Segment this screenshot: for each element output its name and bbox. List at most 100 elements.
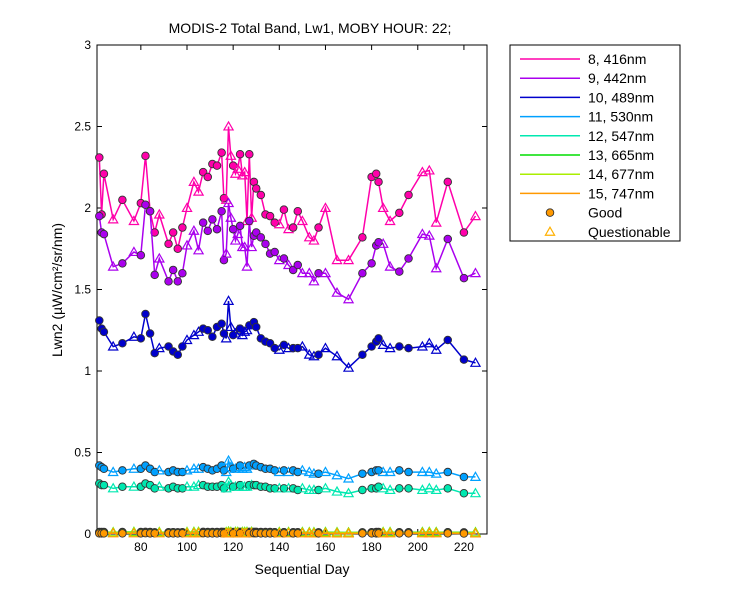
- point-questionable: [416, 228, 429, 239]
- point-good: [141, 309, 150, 319]
- point-questionable: [220, 482, 232, 493]
- point-good: [178, 223, 187, 232]
- point-questionable: [377, 527, 389, 538]
- legend-item-marker: Questionable: [544, 224, 671, 240]
- legend-label: 9, 442nm: [588, 70, 646, 86]
- point-questionable: [128, 462, 140, 473]
- point-good: [251, 322, 261, 332]
- point-questionable: [192, 244, 205, 255]
- point-good: [443, 529, 453, 538]
- point-questionable: [342, 361, 355, 372]
- point-good: [145, 329, 155, 338]
- point-questionable: [342, 487, 355, 498]
- legend-item: 9, 442nm: [520, 70, 646, 86]
- point-good: [99, 480, 109, 490]
- point-questionable: [181, 202, 193, 213]
- legend: 8, 416nm 9, 442nm 10, 489nm 11, 530nm 12, 54…: [509, 44, 681, 242]
- legend-item: 8, 416nm: [520, 51, 646, 67]
- point-good: [367, 259, 376, 268]
- legend-label: Questionable: [588, 224, 671, 240]
- legend-item: 14, 677nm: [520, 166, 654, 182]
- legend-label: 14, 677nm: [588, 166, 654, 182]
- legend-item: 15, 747nm: [520, 185, 654, 201]
- x-tick-label: 220: [454, 540, 474, 554]
- point-questionable: [128, 480, 140, 491]
- point-good: [203, 172, 213, 182]
- point-good: [459, 472, 469, 482]
- point-questionable: [469, 471, 482, 481]
- point-good: [173, 244, 183, 253]
- legend-item: 11, 530nm: [520, 109, 653, 125]
- point-questionable: [107, 213, 119, 224]
- chart-title: MODIS-2 Total Band, Lw1, MOBY HOUR: 22;: [169, 20, 452, 36]
- point-questionable: [107, 466, 119, 477]
- legend-label: 10, 489nm: [588, 89, 654, 105]
- point-good: [358, 268, 367, 278]
- y-tick-label: 2.5: [74, 120, 91, 134]
- point-questionable: [384, 484, 396, 495]
- y-tick-label: 0: [84, 527, 91, 541]
- point-good: [203, 326, 213, 335]
- point-questionable: [331, 485, 343, 496]
- point-questionable: [107, 340, 119, 351]
- point-good: [358, 485, 367, 495]
- point-good: [358, 469, 367, 478]
- point-good: [443, 467, 453, 477]
- point-questionable: [342, 293, 355, 304]
- point-questionable: [430, 484, 442, 495]
- point-good: [279, 254, 289, 263]
- point-good: [374, 334, 383, 343]
- point-good: [293, 260, 303, 270]
- point-good: [118, 482, 127, 491]
- point-good: [217, 148, 226, 157]
- point-good: [217, 319, 226, 328]
- point-questionable: [296, 527, 309, 538]
- x-tick-label: 140: [269, 540, 289, 554]
- axis-ticks: 80 100 120 140 160 180 200 220 0 0.5 1 1.5 2 2.5 3: [74, 38, 487, 554]
- legend-label: 13, 665nm: [588, 147, 654, 163]
- point-questionable: [181, 239, 193, 250]
- point-good: [99, 529, 109, 538]
- point-good: [235, 149, 245, 159]
- point-good: [118, 195, 127, 205]
- point-questionable: [222, 120, 235, 131]
- series-11-530nm: [95, 454, 482, 483]
- point-good: [168, 265, 178, 275]
- plot-frame: [96, 44, 488, 535]
- point-questionable: [181, 334, 193, 345]
- point-good: [443, 177, 453, 187]
- point-questionable: [303, 231, 315, 242]
- point-good: [404, 467, 413, 477]
- point-good: [136, 334, 146, 343]
- point-good: [256, 190, 266, 200]
- point-good: [99, 169, 109, 179]
- point-questionable: [423, 337, 435, 348]
- point-questionable: [384, 466, 396, 477]
- point-questionable: [416, 484, 429, 495]
- point-questionable: [107, 527, 119, 538]
- point-good: [279, 205, 289, 214]
- point-questionable: [319, 482, 332, 493]
- point-good: [150, 348, 159, 358]
- x-tick-label: 80: [134, 540, 148, 554]
- point-questionable: [469, 487, 482, 498]
- legend-label: Good: [588, 205, 622, 221]
- legend-label: 11, 530nm: [588, 109, 653, 125]
- point-questionable: [331, 286, 343, 297]
- point-questionable: [225, 211, 237, 222]
- legend-item: 12, 547nm: [520, 128, 654, 144]
- point-questionable: [153, 464, 165, 475]
- series-8-416nm: [95, 120, 482, 265]
- point-questionable: [153, 527, 165, 538]
- point-good: [395, 342, 404, 351]
- point-questionable: [239, 166, 251, 177]
- point-questionable: [296, 267, 309, 278]
- legend-item-marker: Good: [545, 205, 622, 221]
- point-questionable: [331, 254, 343, 265]
- point-good: [245, 216, 254, 226]
- point-questionable: [423, 466, 435, 477]
- point-questionable: [225, 321, 237, 332]
- point-questionable: [181, 480, 193, 491]
- point-questionable: [430, 344, 442, 354]
- point-good: [99, 464, 109, 474]
